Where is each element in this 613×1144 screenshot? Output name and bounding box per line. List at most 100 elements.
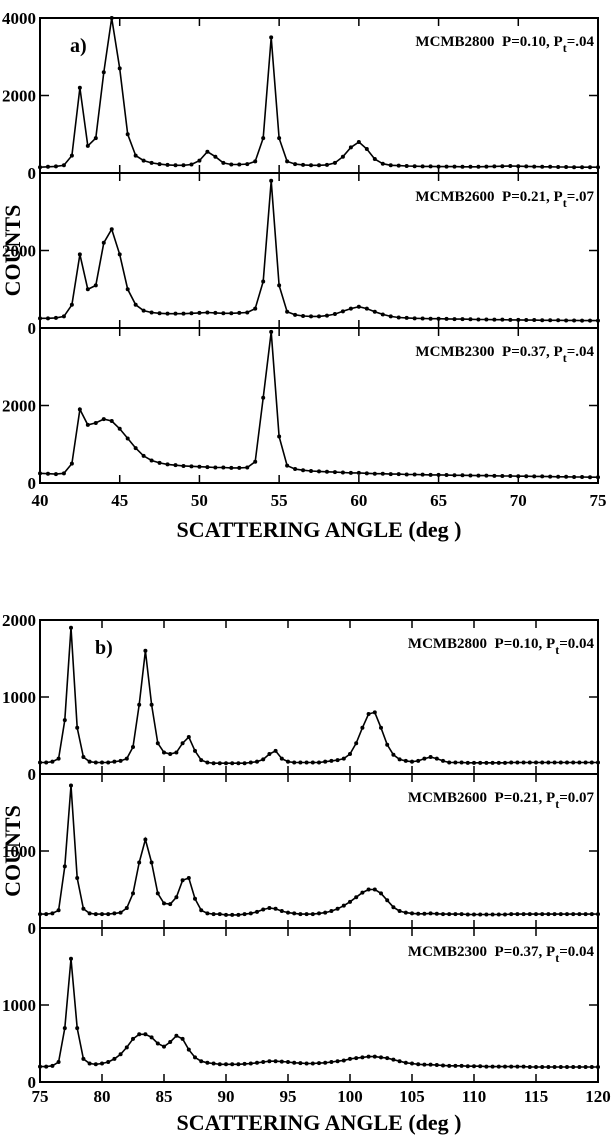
data-point <box>75 725 80 730</box>
y-tick-label: 1000 <box>2 688 36 707</box>
data-point <box>245 465 250 470</box>
sample-label-sub: t <box>563 41 567 55</box>
data-point <box>521 912 526 917</box>
data-point <box>572 474 577 479</box>
data-point <box>583 1064 588 1069</box>
data-point <box>248 1061 253 1066</box>
data-point <box>366 711 371 716</box>
data-point <box>354 1056 359 1061</box>
data-point <box>149 1035 154 1040</box>
data-point <box>476 473 481 478</box>
data-point <box>173 311 178 316</box>
data-point <box>62 864 67 869</box>
data-point <box>388 314 393 319</box>
data-point <box>496 912 501 917</box>
data-point <box>221 465 226 470</box>
data-point <box>301 468 306 473</box>
data-point <box>77 252 82 257</box>
data-point <box>577 1064 582 1069</box>
data-point <box>324 162 329 167</box>
data-point <box>596 912 600 917</box>
data-point <box>93 283 98 288</box>
sample-label-end: =0.04 <box>559 944 594 960</box>
data-point <box>515 760 520 765</box>
data-point <box>273 748 278 753</box>
data-point <box>391 905 396 910</box>
data-point <box>366 1054 371 1059</box>
data-point <box>364 306 369 311</box>
data-point <box>329 1059 334 1064</box>
data-point <box>279 756 284 761</box>
data-point <box>248 760 253 765</box>
data-point <box>230 761 235 766</box>
data-point <box>385 742 390 747</box>
data-point <box>508 317 513 322</box>
data-point <box>444 473 449 478</box>
data-point <box>44 1064 49 1069</box>
data-point <box>93 136 98 141</box>
data-point <box>141 158 146 163</box>
y-tick-label: 4000 <box>2 9 36 28</box>
data-point <box>434 756 439 761</box>
data-point <box>476 164 481 169</box>
sample-label-main: MCMB2800 P=0.10, P <box>415 34 562 50</box>
y-tick-label: 1000 <box>2 996 36 1015</box>
sample-label-end: =.04 <box>567 34 595 50</box>
data-point <box>124 756 129 761</box>
data-point <box>453 760 458 765</box>
data-point <box>309 314 314 319</box>
data-point <box>261 907 266 912</box>
data-point <box>149 860 154 865</box>
data-point <box>428 755 433 760</box>
data-point <box>329 758 334 763</box>
data-point <box>558 760 563 765</box>
data-point <box>100 1061 104 1066</box>
data-point <box>372 157 377 162</box>
data-point <box>81 906 86 911</box>
data-point <box>81 1056 86 1061</box>
data-point <box>279 909 284 914</box>
data-point <box>428 1062 433 1067</box>
data-point <box>293 162 298 167</box>
data-point <box>422 911 427 916</box>
data-point <box>323 1060 328 1065</box>
data-point <box>532 318 537 323</box>
x-tick-label: 105 <box>399 1087 425 1106</box>
data-point <box>360 725 365 730</box>
sample-label-sub: t <box>563 196 567 210</box>
data-point <box>571 912 576 917</box>
data-point <box>93 912 98 917</box>
y-tick-label: 0 <box>28 164 37 183</box>
data-point <box>186 875 191 880</box>
data-point <box>596 760 600 765</box>
data-point <box>356 304 361 309</box>
data-point <box>472 912 476 917</box>
data-point <box>552 912 557 917</box>
data-point <box>447 760 452 765</box>
data-point <box>468 317 473 322</box>
data-point <box>112 1056 117 1061</box>
data-point <box>87 911 92 916</box>
y-axis-label: COUNTS <box>0 805 25 897</box>
data-point <box>404 472 409 477</box>
data-point <box>459 912 464 917</box>
data-point <box>125 132 130 137</box>
data-point <box>131 891 135 896</box>
data-point <box>237 310 242 315</box>
data-point <box>245 162 250 167</box>
sample-label-sub: t <box>555 951 559 965</box>
data-point <box>133 153 138 158</box>
data-point <box>181 163 186 168</box>
data-point <box>348 306 353 311</box>
panel-letter: a) <box>70 35 87 57</box>
data-point <box>180 741 185 746</box>
data-point <box>372 471 377 476</box>
data-point <box>269 35 274 40</box>
data-point <box>472 1064 476 1069</box>
data-point <box>492 317 497 322</box>
data-point <box>385 898 390 903</box>
data-point <box>197 464 202 469</box>
data-point <box>75 1026 80 1031</box>
data-point <box>112 911 117 916</box>
